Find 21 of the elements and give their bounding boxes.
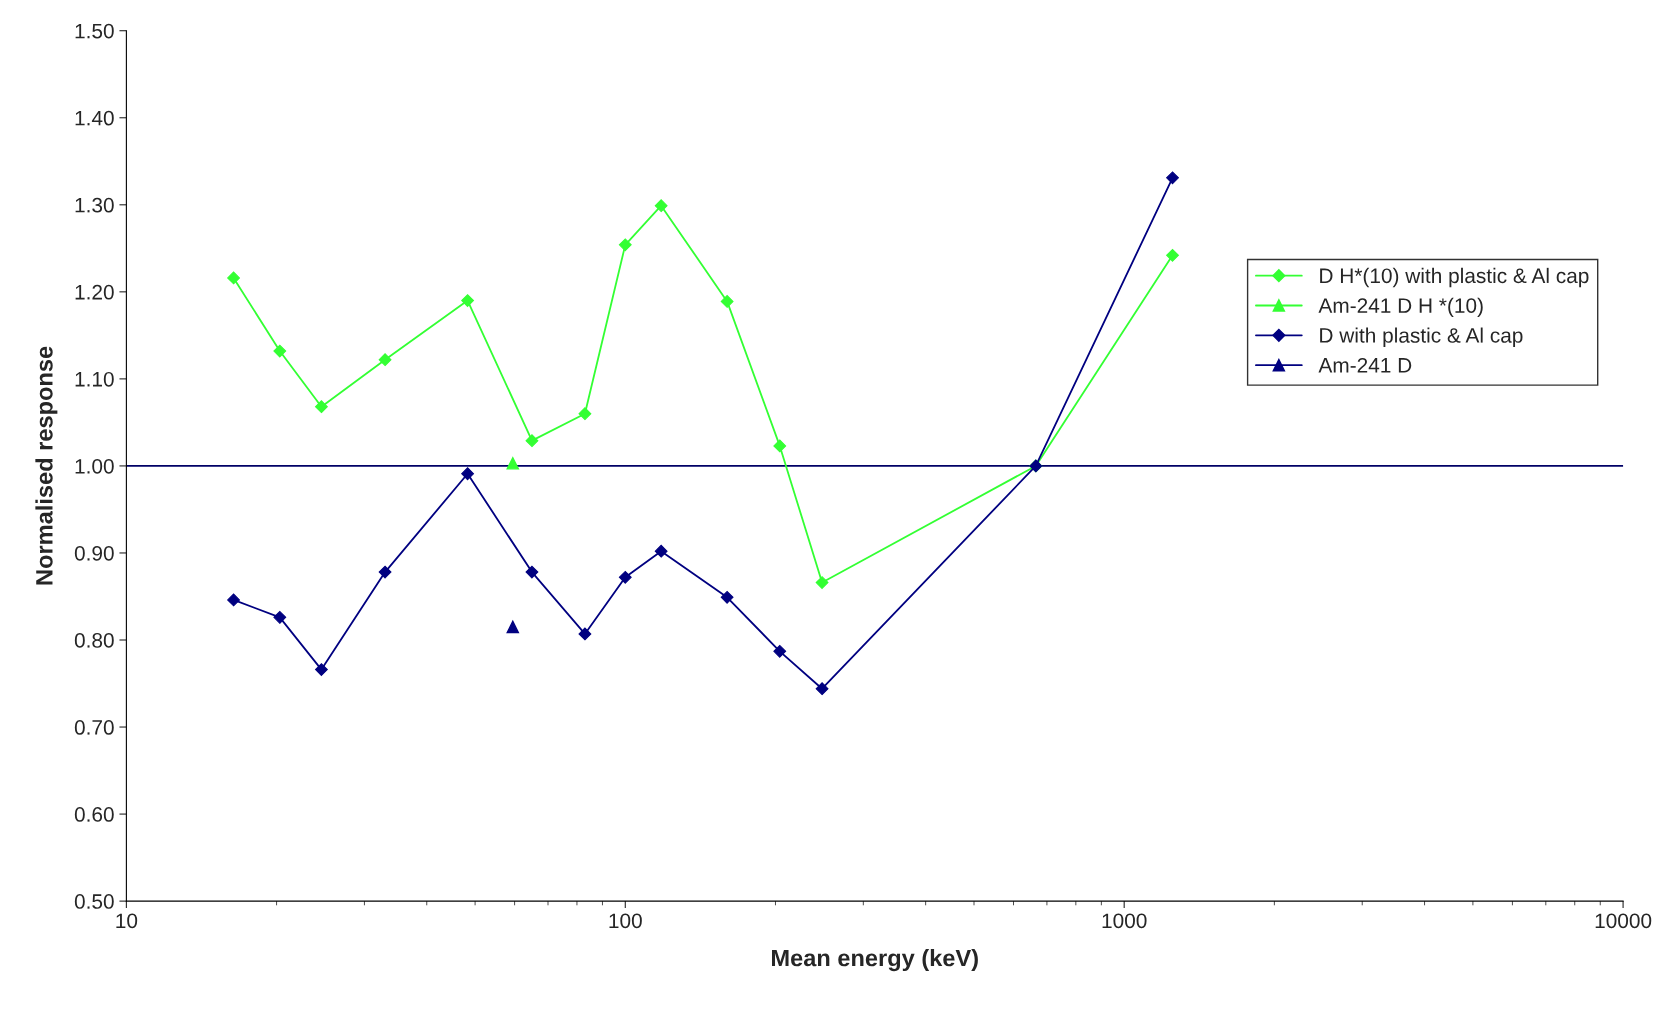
y-tick-label: 1.40 [75, 110, 114, 126]
x-tick-label: 1000 [1102, 913, 1147, 929]
y-tick-label: 0.80 [74, 633, 114, 648]
y-tick-label: 1.20 [75, 284, 114, 300]
y-tick-label: 0.70 [74, 720, 114, 735]
x-tick-label: 10000 [1595, 913, 1652, 929]
y-tick-label: 1.00 [75, 458, 114, 474]
legend-label: Am-241 D H *(10) [1318, 297, 1483, 318]
legend-label: Am-241 D [1318, 357, 1412, 373]
x-tick-label: 10 [116, 913, 138, 929]
y-tick-label: 1.50 [75, 23, 114, 39]
x-axis-title: Mean energy (keV) [772, 949, 978, 972]
legend-label: D H*(10) with plastic & Al cap [1320, 267, 1589, 288]
legend-label: D with plastic & Al cap [1320, 327, 1523, 347]
y-tick-label: 1.30 [75, 197, 114, 213]
y-tick-label: 0.60 [74, 807, 114, 822]
y-tick-label: 0.50 [74, 894, 114, 909]
x-tick-label: 100 [609, 913, 642, 929]
y-axis-title: Normalised response [35, 346, 58, 585]
y-tick-label: 1.10 [75, 371, 114, 387]
y-tick-label: 0.90 [74, 545, 114, 561]
